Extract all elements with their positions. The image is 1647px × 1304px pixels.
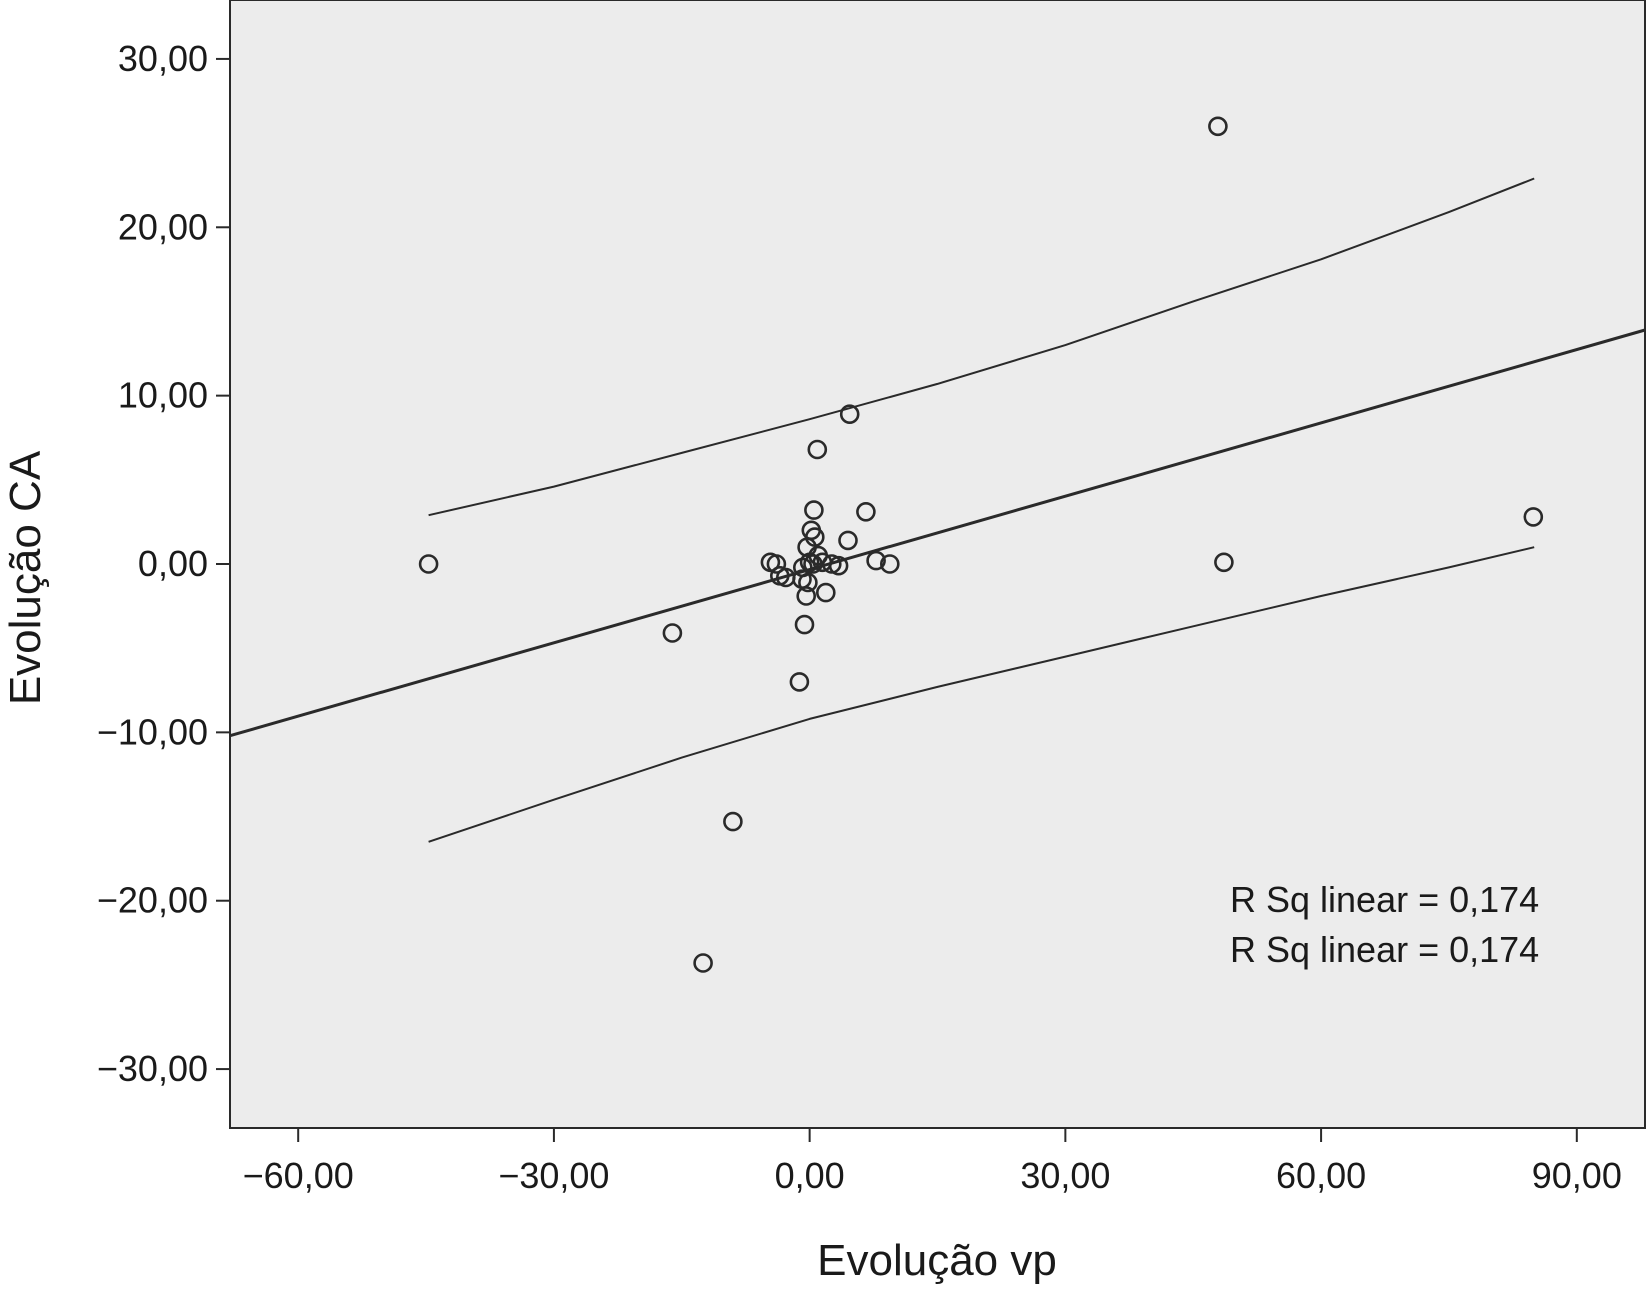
x-tick-label: −30,00 [498, 1155, 609, 1196]
x-axis: −60,00 −30,00 0,00 30,00 60,00 90,00 [243, 1128, 1622, 1196]
x-axis-title: Evolução vp [817, 1236, 1057, 1285]
data-point [803, 554, 823, 574]
x-tick-label: 90,00 [1532, 1155, 1622, 1196]
data-point [418, 554, 439, 574]
data-point [693, 953, 713, 973]
data-point [838, 530, 858, 551]
y-tick-label: 0,00 [138, 543, 208, 584]
y-tick-label: −10,00 [97, 711, 208, 752]
data-points [418, 116, 1544, 973]
data-point [1523, 507, 1544, 527]
data-point [789, 672, 810, 692]
r-squared-label-1: R Sq linear = 0,174 [1230, 879, 1539, 920]
fit-line [229, 328, 1646, 738]
x-tick-label: 30,00 [1020, 1155, 1110, 1196]
plot-area [229, 0, 1646, 1129]
data-point [1214, 552, 1234, 573]
data-point [866, 550, 886, 571]
y-axis-title: Evolução CA [1, 450, 50, 705]
y-tick-label: 20,00 [118, 206, 208, 247]
data-point [839, 404, 860, 425]
data-point [856, 501, 876, 522]
y-tick-label: −30,00 [97, 1048, 208, 1089]
data-point [766, 554, 787, 574]
data-point [662, 623, 683, 643]
data-point [798, 572, 818, 593]
data-point [796, 586, 817, 606]
ci-lower-line [428, 546, 1535, 843]
data-point [879, 554, 900, 574]
data-point [815, 582, 836, 603]
y-tick-label: −20,00 [97, 880, 208, 921]
data-point [723, 811, 743, 832]
data-point [794, 614, 815, 635]
r-squared-label-2: R Sq linear = 0,174 [1230, 929, 1539, 970]
data-point [804, 500, 824, 520]
y-tick-label: 30,00 [118, 38, 208, 79]
regression-lines [229, 177, 1646, 843]
x-tick-label: 60,00 [1276, 1155, 1366, 1196]
data-point [1208, 116, 1228, 137]
data-point [828, 555, 849, 576]
x-tick-label: 0,00 [775, 1155, 845, 1196]
x-tick-label: −60,00 [243, 1155, 354, 1196]
ci-upper-line [428, 177, 1535, 517]
y-tick-label: 10,00 [118, 375, 208, 416]
y-axis: 30,00 20,00 10,00 0,00 −10,00 −20,00 −30,00 [97, 38, 230, 1089]
data-point [807, 439, 828, 460]
